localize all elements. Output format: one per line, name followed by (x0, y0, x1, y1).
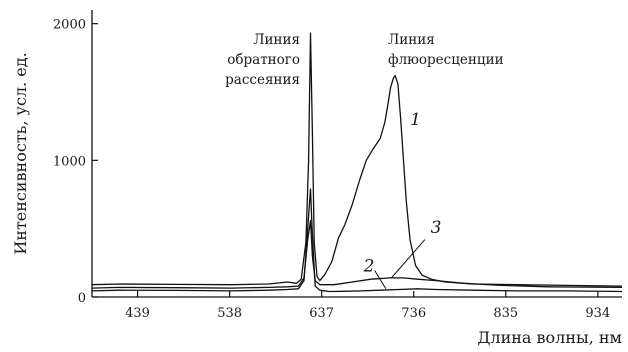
ticks: 439 538 637 736 835 934 0 1000 2000 (53, 18, 610, 321)
x-tick-label: 538 (217, 306, 242, 321)
annotations: Линия обратного рассеяния Линия флюоресценци… (225, 32, 503, 88)
annotation-line: обратного (227, 52, 300, 68)
series-1-label: 1 (410, 110, 421, 130)
x-axis-title: Длина волны, нм (477, 328, 622, 347)
y-axis-title: Интенсивность, усл. ед. (11, 52, 30, 254)
series-3-line (91, 219, 623, 289)
x-tick-label: 736 (401, 306, 426, 321)
annotation-line: флюоресценции (388, 52, 504, 68)
y-tick-label: 0 (78, 291, 86, 306)
labels: Длина волны, нм Интенсивность, усл. ед. (11, 52, 622, 347)
x-tick-label: 934 (585, 306, 610, 321)
y-tick-label: 1000 (53, 154, 86, 169)
series-3-label: 3 (431, 218, 442, 238)
x-tick-label: 835 (493, 306, 518, 321)
annotation-line: рассеяния (225, 72, 300, 88)
plot-area: 1 2 3 (91, 32, 623, 293)
axes (91, 10, 622, 298)
annotation-fluorescence: Линия флюоресценции (388, 32, 504, 68)
series-1-line (91, 32, 623, 287)
annotation-line: Линия (388, 32, 435, 48)
annotation-line: Линия (253, 32, 300, 48)
annotation-backscatter: Линия обратного рассеяния (225, 32, 300, 88)
series-2-line (91, 188, 623, 293)
series-3-leader (391, 239, 426, 279)
y-tick-label: 2000 (53, 18, 86, 33)
x-tick-label: 637 (309, 306, 334, 321)
series-2-leader (374, 270, 387, 290)
x-tick-label: 439 (125, 306, 150, 321)
series-2-label: 2 (363, 257, 375, 277)
